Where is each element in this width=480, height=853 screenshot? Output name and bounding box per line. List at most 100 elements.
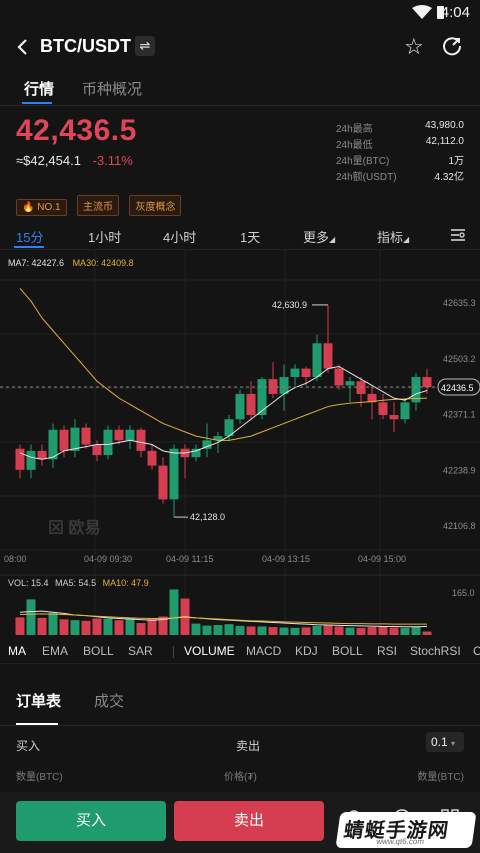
- volume-bar: [422, 631, 432, 635]
- ind-macd[interactable]: MACD: [246, 644, 282, 658]
- ind-cci[interactable]: C: [473, 644, 480, 658]
- indicator-tabs: MA EMA BOLL SAR VOLUME MACD KDJ BOLL RSI…: [0, 640, 480, 664]
- back-arrow-icon[interactable]: [12, 36, 34, 58]
- book-buy-label: 买入: [16, 739, 41, 753]
- candle-body: [213, 436, 223, 441]
- status-time: 4:04: [440, 4, 470, 21]
- tab-orderbook[interactable]: 订单表: [16, 693, 62, 710]
- precision-dropdown[interactable]: 0.1 ▾: [426, 732, 464, 752]
- ind-kdj[interactable]: KDJ: [295, 644, 318, 658]
- badge-label: NO.1: [37, 202, 61, 213]
- time-label: 04-09 09:30: [84, 554, 132, 564]
- vol-ma10-line: [19, 613, 427, 625]
- tab-overview[interactable]: 币种概况: [82, 81, 143, 98]
- stat-value: 43,980.0: [425, 120, 464, 131]
- interval-1h[interactable]: 1小时: [88, 230, 122, 245]
- ind-stochrsi[interactable]: StochRSI: [410, 644, 461, 658]
- dropdown-triangle-icon: ◢: [403, 235, 410, 244]
- candle-body: [268, 379, 278, 394]
- ma30-legend: MA30: 42409.8: [72, 258, 134, 268]
- volume-bar: [400, 627, 410, 635]
- market-tabs: 行情 币种概况: [0, 72, 480, 106]
- price-fiat-row: ≈$42,454.1 -3.11%: [16, 153, 133, 168]
- ind-ema[interactable]: EMA: [42, 644, 69, 658]
- grayscale-badge[interactable]: 灰度概念: [129, 195, 182, 216]
- kline-chart[interactable]: ⊠ 欧易 42635.3 42503.2 42371.1 42238.9 42106.8 1…: [0, 250, 480, 635]
- col-qty-right: 数量(BTC): [417, 772, 464, 783]
- candle-body: [169, 448, 179, 500]
- ind-rsi[interactable]: RSI: [377, 644, 398, 658]
- volume-bar: [114, 620, 124, 635]
- ind-volume[interactable]: VOLUME: [184, 644, 235, 658]
- battery-icon: [437, 6, 444, 19]
- chart-settings-icon[interactable]: [450, 228, 466, 242]
- interval-15m[interactable]: 15分: [16, 230, 44, 245]
- stat-label: 24h最高: [336, 124, 373, 135]
- tag-badges: 🔥 NO.1 主流币 灰度概念: [16, 195, 187, 216]
- pair-title[interactable]: BTC/USDT: [40, 36, 131, 56]
- interval-1d[interactable]: 1天: [240, 230, 261, 245]
- candle-body: [389, 415, 399, 420]
- volume-bar: [48, 612, 58, 635]
- ma30-line: [19, 288, 428, 441]
- buy-button[interactable]: 买入: [16, 801, 166, 841]
- candle-body: [136, 429, 146, 451]
- candle-body: [378, 402, 388, 415]
- last-price: 42,436.5: [16, 114, 137, 147]
- ind-boll[interactable]: BOLL: [83, 644, 114, 658]
- status-bar: 4:04: [0, 0, 480, 26]
- dropdown-triangle-icon: ◢: [329, 235, 336, 244]
- candle-body: [26, 450, 36, 470]
- low-label: 42,128.0: [190, 512, 225, 522]
- mainstream-badge[interactable]: 主流币: [77, 195, 120, 216]
- ind-ma[interactable]: MA: [8, 644, 26, 658]
- volume-bar: [70, 620, 80, 635]
- indicator-menu[interactable]: 指标◢: [377, 227, 409, 246]
- candle-body: [125, 429, 135, 441]
- fire-icon: 🔥: [22, 202, 35, 213]
- star-icon[interactable]: ☆: [404, 34, 424, 59]
- volume-bars: [15, 589, 432, 635]
- high-label: 42,630.9: [272, 300, 307, 310]
- tab-trades[interactable]: 成交: [94, 693, 125, 710]
- stat-row: 24h量(BTC) 1万: [336, 152, 464, 168]
- time-label: 04-09 13:15: [262, 554, 310, 564]
- tab-market[interactable]: 行情: [24, 81, 55, 98]
- interval-4h[interactable]: 4小时: [163, 230, 197, 245]
- volume-bar: [158, 616, 168, 635]
- candle-body: [246, 393, 256, 415]
- tab-underline: [22, 102, 52, 104]
- volume-bar: [136, 623, 146, 635]
- rank-badge[interactable]: 🔥 NO.1: [16, 199, 67, 216]
- fiat-price: ≈$42,454.1: [16, 153, 81, 168]
- order-tab-underline: [16, 723, 58, 725]
- interval-bar: 15分 1小时 4小时 1天 更多◢ 指标◢: [0, 222, 480, 250]
- ind-sar[interactable]: SAR: [128, 644, 153, 658]
- candle-body: [15, 448, 25, 470]
- vol-ma10-legend: MA10: 47.9: [102, 578, 149, 588]
- interval-more[interactable]: 更多◢: [303, 227, 335, 246]
- volume-bar: [411, 626, 421, 635]
- ind-boll-sub[interactable]: BOLL: [332, 644, 363, 658]
- pair-header: BTC/USDT ⇌ ☆: [0, 28, 480, 68]
- sell-button[interactable]: 卖出: [174, 801, 324, 841]
- stat-row: 24h最高 43,980.0: [336, 120, 464, 136]
- price-change: -3.11%: [92, 153, 133, 168]
- volume-bar: [26, 599, 36, 635]
- volume-bar: [147, 619, 157, 635]
- stat-value: 1万: [448, 156, 464, 167]
- ma-lines: [19, 288, 428, 628]
- precision-value: 0.1: [431, 735, 448, 749]
- swap-icon[interactable]: ⇌: [135, 36, 155, 56]
- volume-bar: [290, 627, 300, 635]
- volume-bar: [235, 625, 245, 635]
- stat-label: 24h量(BTC): [336, 156, 390, 167]
- site-watermark: 蜻蜓手游网 www.qt6.com: [335, 812, 477, 848]
- candle-body: [114, 429, 124, 441]
- volume-bar: [312, 625, 322, 635]
- volume-bar: [169, 589, 179, 635]
- volume-bar: [334, 626, 344, 635]
- volume-bar: [389, 627, 399, 635]
- share-icon[interactable]: [441, 35, 463, 57]
- candle-body: [334, 368, 344, 386]
